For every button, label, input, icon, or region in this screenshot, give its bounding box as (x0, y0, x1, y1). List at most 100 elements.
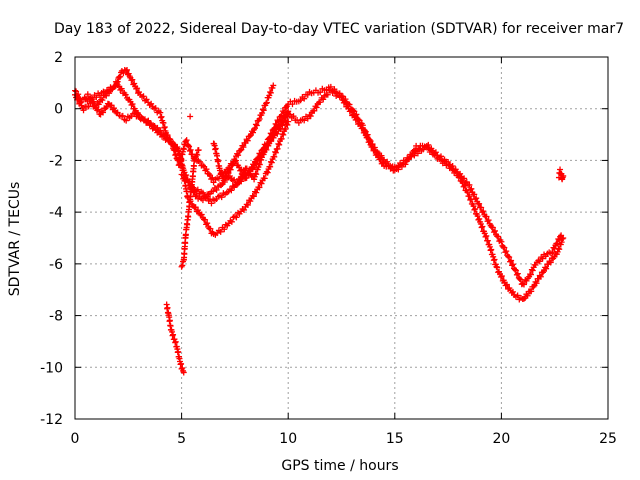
data-point (364, 134, 371, 141)
data-point (205, 170, 212, 177)
data-point (237, 147, 244, 154)
data-point (195, 207, 202, 214)
data-point (179, 262, 186, 269)
data-point (347, 107, 354, 114)
data-point (238, 178, 245, 185)
data-point (131, 80, 138, 87)
data-point (468, 196, 475, 203)
data-point (181, 251, 188, 258)
data-point (374, 151, 381, 158)
y-axis-label: SDTVAR / TECUs (7, 182, 23, 297)
data-point (244, 137, 251, 144)
data-point (261, 175, 268, 182)
data-point (187, 113, 194, 120)
data-point (472, 205, 479, 212)
data-point (182, 138, 189, 145)
data-point (361, 129, 368, 136)
data-point (513, 271, 520, 278)
data-point (463, 178, 470, 185)
data-point (543, 265, 550, 272)
y-tick-label: -2 (49, 153, 63, 169)
data-point (445, 161, 452, 168)
data-point (260, 107, 267, 114)
data-point (119, 112, 126, 119)
data-point (514, 270, 521, 277)
data-point (485, 217, 492, 224)
data-point (492, 227, 499, 234)
data-point (228, 187, 235, 194)
y-tick-label: 2 (54, 50, 63, 66)
data-point (253, 160, 260, 167)
data-point (190, 163, 197, 170)
data-point (476, 215, 483, 222)
data-point (460, 183, 467, 190)
data-point (441, 158, 448, 165)
data-point (213, 186, 220, 193)
data-point (84, 91, 91, 98)
data-point (490, 257, 497, 264)
series-track-h (555, 166, 567, 183)
grid (75, 57, 608, 419)
data-point (243, 172, 250, 179)
data-point (95, 101, 102, 108)
x-tick-label: 5 (177, 431, 186, 447)
data-point (479, 223, 486, 230)
chart-title: Day 183 of 2022, Sidereal Day-to-day VTE… (54, 21, 624, 37)
data-point (503, 281, 510, 288)
data-point (558, 239, 565, 246)
data-point (180, 146, 187, 153)
data-point (110, 105, 117, 112)
data-point (241, 206, 248, 213)
data-point (284, 109, 291, 116)
data-point (452, 168, 459, 175)
data-point (105, 88, 112, 95)
data-point (144, 118, 151, 125)
data-point (340, 99, 347, 106)
data-point (528, 288, 535, 295)
data-point (471, 191, 478, 198)
data-point (198, 211, 205, 218)
data-point (385, 162, 392, 169)
y-tick-label: -8 (49, 309, 63, 325)
data-point (194, 152, 201, 159)
data-point (272, 129, 279, 136)
data-point (514, 292, 521, 299)
x-axis-tick-labels: 0 5 10 15 20 25 (71, 431, 617, 447)
data-point (471, 206, 478, 213)
data-point (547, 259, 554, 266)
series-track-g (210, 82, 277, 181)
data-point (503, 248, 510, 255)
data-point (290, 113, 297, 120)
data-point (229, 161, 236, 168)
data-point (186, 147, 193, 154)
data-point (480, 208, 487, 215)
data-point (468, 185, 475, 192)
data-point (182, 240, 189, 247)
data-point (185, 142, 192, 149)
data-point (369, 143, 376, 150)
data-point (179, 364, 186, 371)
y-axis-tick-labels: -12 -10 -8 -6 -4 -2 0 2 (40, 50, 63, 428)
data-point (195, 147, 202, 154)
data-point (218, 182, 225, 189)
data-point (178, 156, 185, 163)
data-point (494, 264, 501, 271)
data-point (192, 156, 199, 163)
data-point (202, 216, 209, 223)
data-point (520, 281, 527, 288)
data-point (202, 167, 209, 174)
data-point (398, 161, 405, 168)
data-point (232, 157, 239, 164)
y-tick-label: -6 (49, 257, 63, 273)
data-point (482, 233, 489, 240)
data-point (246, 133, 253, 140)
data-point (508, 257, 515, 264)
axis-ticks (74, 56, 609, 420)
data-point (203, 166, 210, 173)
data-point (250, 129, 257, 136)
data-point (476, 200, 483, 207)
data-point (511, 266, 518, 273)
data-point (516, 275, 523, 282)
data-point (509, 262, 516, 269)
